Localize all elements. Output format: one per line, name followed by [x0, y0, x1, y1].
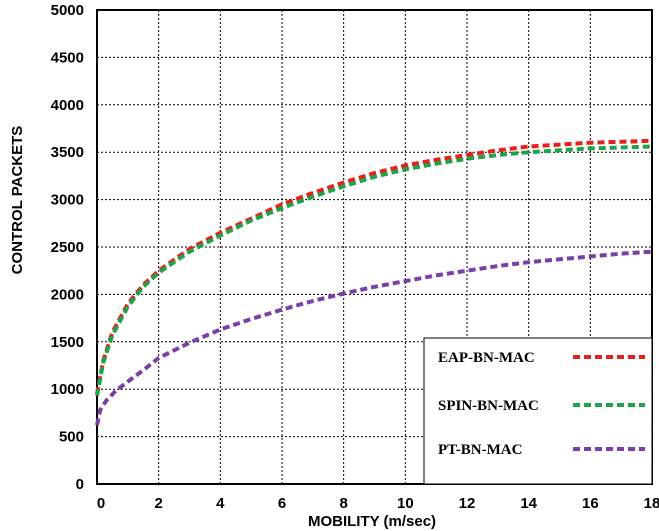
- plot-area: [96, 9, 653, 485]
- x-tick-label: 10: [397, 495, 414, 512]
- x-tick-label: 4: [216, 495, 225, 512]
- legend-box: [423, 337, 653, 485]
- x-tick-label: 8: [339, 495, 347, 512]
- y-tick-label: 2500: [51, 239, 84, 256]
- series-line-pt-bn-mac: [95, 249, 653, 426]
- y-tick-label: 2000: [51, 286, 84, 303]
- x-tick-label: 6: [278, 495, 286, 512]
- legend-label: EAP-BN-MAC: [438, 350, 535, 366]
- x-tick-label: 0: [97, 495, 105, 512]
- y-tick-label: 500: [59, 429, 84, 446]
- legend-label: SPIN-BN-MAC: [438, 398, 539, 414]
- legend-label: PT-BN-MAC: [438, 442, 522, 458]
- legend: EAP-BN-MAC SPIN-BN-MAC PT-BN-MAC: [423, 337, 653, 485]
- y-tick-labels: 0 500 1000 1500 2000 2500 3000 3500 4000 4500 5000: [51, 2, 84, 493]
- y-tick-label: 1000: [51, 381, 84, 398]
- series-line-eap-bn-mac: [95, 138, 653, 395]
- y-axis-title: CONTROL PACKETS: [9, 126, 26, 275]
- x-tick-label: 16: [582, 495, 599, 512]
- y-tick-label: 3500: [51, 144, 84, 161]
- x-tick-label: 12: [459, 495, 476, 512]
- y-tick-label: 4000: [51, 97, 84, 114]
- y-tick-label: 0: [76, 476, 84, 493]
- x-tick-labels: 0 2 4 6 8 10 12 14 16 18: [97, 495, 659, 512]
- series-line-spin-bn-mac: [95, 144, 653, 397]
- x-tick-label: 14: [520, 495, 537, 512]
- y-tick-label: 4500: [51, 49, 84, 66]
- series-lines: [95, 138, 653, 426]
- y-tick-label: 1500: [51, 334, 84, 351]
- y-tick-label: 5000: [51, 2, 84, 19]
- y-tick-label: 3000: [51, 192, 84, 209]
- x-axis-title: MOBILITY (m/sec): [308, 513, 436, 530]
- x-tick-label: 18: [644, 495, 659, 512]
- x-tick-label: 2: [154, 495, 162, 512]
